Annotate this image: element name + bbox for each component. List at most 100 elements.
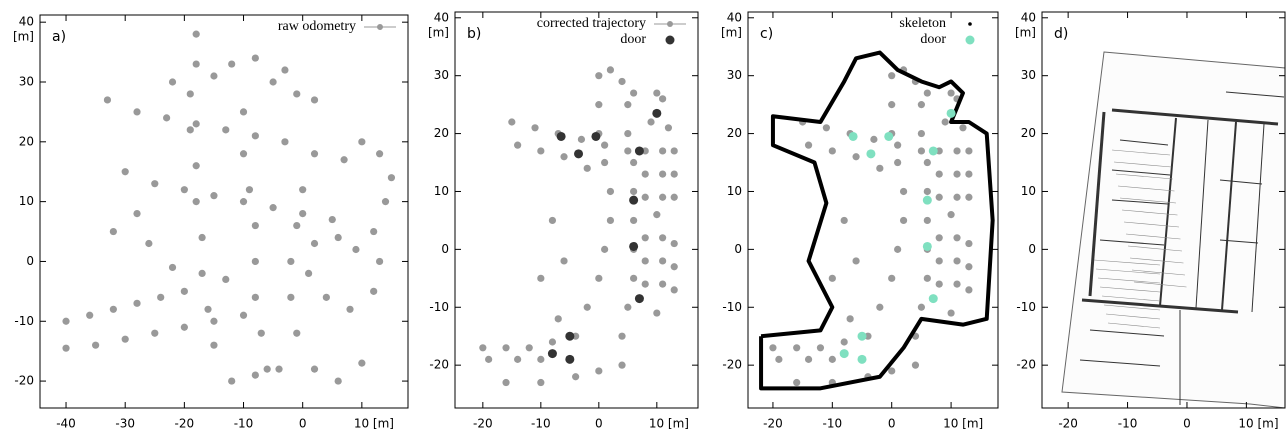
trajectory-point [222,126,229,133]
trajectory-point [335,377,342,384]
y-tick-label: 0 [734,242,742,256]
trajectory-point [876,165,883,172]
trajectory-point [228,377,235,384]
trajectory-point [281,138,288,145]
trajectory-point [624,130,631,137]
legend-marker [667,21,673,27]
door-point [849,132,858,141]
y-tick-label: -20 [722,358,742,372]
x-tick-label: -20 [175,417,195,431]
trajectory-point [936,281,943,288]
trajectory-point [508,118,515,125]
trajectory-point [311,366,318,373]
trajectory-point [653,211,660,218]
trajectory-point [965,194,972,201]
door-point [629,196,638,205]
door-point [858,332,867,341]
legend-label: door [920,32,946,47]
y-tick-label: 40 [727,10,742,24]
trajectory-point [953,234,960,241]
trajectory-point [526,344,533,351]
y-axis-label: [m] [428,25,449,39]
trajectory-point [145,240,152,247]
panel: -20-10010 [m]-20-10010203040[m]d) [1015,10,1285,430]
x-tick-label: 0 [299,417,307,431]
trajectory-point [607,66,614,73]
x-tick-label: 0 [1183,417,1191,431]
trajectory-point [210,318,217,325]
trajectory-point [769,344,776,351]
door-point [923,242,932,251]
door-point [929,294,938,303]
x-tick-label: 10 [m] [943,417,983,431]
trajectory-point [311,240,318,247]
x-tick-label: -10 [1118,417,1138,431]
trajectory-point [924,188,931,195]
trajectory-point [193,120,200,127]
trajectory-point [86,312,93,319]
trajectory-point [953,281,960,288]
trajectory-point [502,379,509,386]
trajectory-point [870,136,877,143]
figure: -40-30-20-10010 [m]-20-10010203040[m]a)r… [0,0,1286,434]
trajectory-point [630,89,637,96]
y-tick-label: -20 [14,374,34,388]
trajectory-point [601,142,608,149]
trajectory-point [953,147,960,154]
trajectory-point [936,171,943,178]
trajectory-point [841,338,848,345]
door-point [565,332,574,341]
trajectory-point [965,286,972,293]
trajectory-point [110,228,117,235]
trajectory-point [793,344,800,351]
y-tick-label: 40 [434,10,449,24]
trajectory-point [829,275,836,282]
trajectory-point [942,118,949,125]
trajectory-point [323,294,330,301]
trajectory-point [642,257,649,264]
trajectory-point [222,276,229,283]
skeleton-line [761,53,993,389]
trajectory-point [181,288,188,295]
trajectory-point [341,156,348,163]
door-point [565,355,574,364]
trajectory-point [841,217,848,224]
trajectory-point [549,217,556,224]
trajectory-point [947,211,954,218]
door-point [866,149,875,158]
trajectory-point [965,147,972,154]
trajectory-point [642,281,649,288]
trajectory-point [514,356,521,363]
trajectory-point [936,234,943,241]
trajectory-point [335,234,342,241]
trajectory-point [252,258,259,265]
trajectory-point [829,356,836,363]
trajectory-point [287,294,294,301]
trajectory-point [671,240,678,247]
trajectory-point [924,159,931,166]
legend-marker [666,36,675,45]
x-tick-label: -10 [823,417,843,431]
plot-frame [455,12,698,408]
trajectory-point [888,72,895,79]
trajectory-point [793,379,800,386]
legend-marker [966,36,975,45]
x-tick-label: -20 [1058,417,1078,431]
legend-label: door [620,32,646,47]
trajectory-point [531,124,538,131]
trajectory-point [965,171,972,178]
y-tick-label: -10 [722,300,742,314]
trajectory-point [240,108,247,115]
y-tick-label: -20 [1016,358,1036,372]
trajectory-point [560,257,567,264]
trajectory-point [514,142,521,149]
trajectory-point [193,60,200,67]
x-tick-label: 0 [888,417,896,431]
trajectory-point [584,304,591,311]
y-tick-label: 20 [1021,126,1036,140]
door-point [635,294,644,303]
trajectory-point [924,89,931,96]
trajectory-point [947,309,954,316]
y-tick-label: 10 [1021,184,1036,198]
